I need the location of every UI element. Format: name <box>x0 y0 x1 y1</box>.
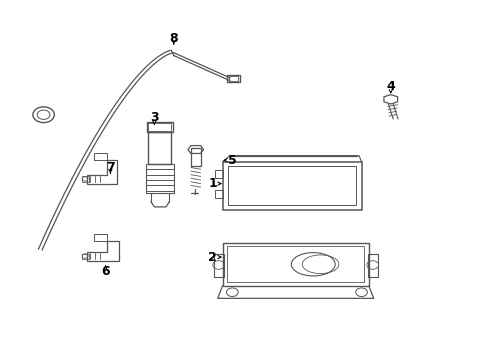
Bar <box>215 170 223 178</box>
Bar <box>81 176 89 182</box>
Bar <box>213 253 223 277</box>
Text: 4: 4 <box>386 80 394 93</box>
Text: 8: 8 <box>169 32 178 45</box>
Bar <box>81 253 89 259</box>
Bar <box>227 246 363 282</box>
Text: 7: 7 <box>106 161 115 174</box>
Bar <box>148 132 171 164</box>
Bar <box>147 122 172 132</box>
Polygon shape <box>383 95 397 104</box>
Bar <box>146 164 174 193</box>
Bar <box>215 190 223 198</box>
Text: 3: 3 <box>150 111 158 124</box>
Bar <box>227 75 239 82</box>
Polygon shape <box>87 241 119 261</box>
Bar <box>228 76 238 81</box>
Text: 6: 6 <box>101 265 110 278</box>
Bar <box>222 162 361 211</box>
Text: 2: 2 <box>208 251 217 264</box>
Bar <box>190 148 200 166</box>
Bar <box>148 123 171 131</box>
Bar <box>228 166 355 205</box>
Polygon shape <box>87 160 117 184</box>
Bar <box>367 253 377 277</box>
Text: 1: 1 <box>208 177 217 190</box>
Text: 5: 5 <box>227 154 236 167</box>
Bar <box>222 243 368 286</box>
Bar <box>94 234 107 241</box>
Bar <box>94 153 107 160</box>
